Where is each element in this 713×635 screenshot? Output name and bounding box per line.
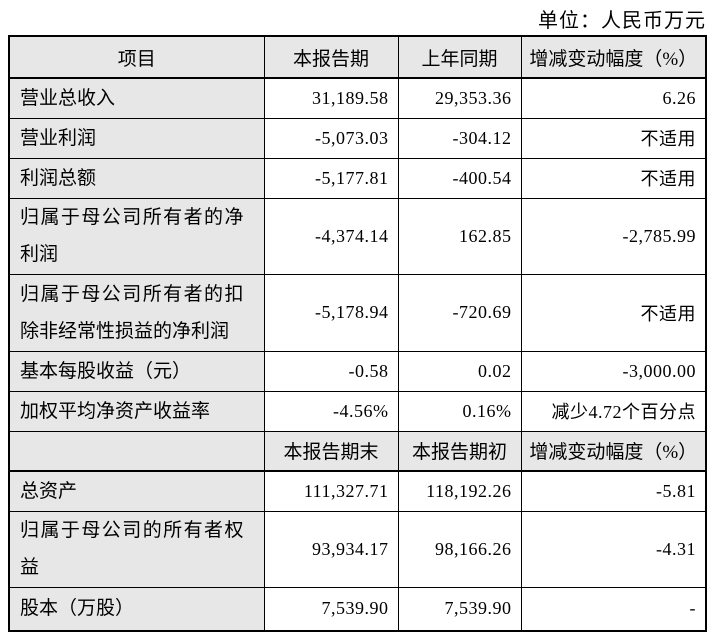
row-change: 不适用 <box>520 157 707 199</box>
header-prior-period: 上年同期 <box>397 35 522 79</box>
row-current: -4,374.14 <box>263 197 399 275</box>
table-row: 归属于母公司的所有者权益 93,934.17 98,166.26 -4.31 <box>8 510 707 588</box>
row-label: 基本每股收益（元） <box>8 350 265 392</box>
row-current: 31,189.58 <box>263 77 399 119</box>
header-item-empty <box>8 430 265 472</box>
row-label: 利润总额 <box>8 157 265 199</box>
row-prior: -400.54 <box>397 157 522 199</box>
unit-label: 单位：人民币万元 <box>538 10 706 32</box>
row-change: -3,000.00 <box>520 350 707 392</box>
row-prior: 98,166.26 <box>397 510 522 588</box>
row-change: 6.26 <box>520 77 707 119</box>
row-current: 7,539.90 <box>263 586 399 632</box>
table-row: 加权平均净资产收益率 -4.56% 0.16% 减少4.72个百分点 <box>8 390 707 432</box>
table-row: 股本（万股） 7,539.90 7,539.90 - <box>8 586 707 632</box>
table-row: 归属于母公司所有者的净利润 -4,374.14 162.85 -2,785.99 <box>8 197 707 275</box>
financial-summary-table: 项目 本报告期 上年同期 增减变动幅度（%） 营业总收入 31,189.58 2… <box>8 35 707 632</box>
row-label: 营业总收入 <box>8 77 265 119</box>
row-prior: 0.02 <box>397 350 522 392</box>
row-label: 归属于母公司所有者的扣除非经常性损益的净利润 <box>8 273 265 352</box>
row-change: 减少4.72个百分点 <box>520 390 707 432</box>
table-row: 利润总额 -5,177.81 -400.54 不适用 <box>8 157 707 199</box>
header-period-begin: 本报告期初 <box>397 430 522 472</box>
row-current: -5,178.94 <box>263 273 399 352</box>
row-prior: 118,192.26 <box>397 470 522 512</box>
row-prior: 29,353.36 <box>397 77 522 119</box>
row-change: -4.31 <box>520 510 707 588</box>
row-current: -0.58 <box>263 350 399 392</box>
row-label: 股本（万股） <box>8 586 265 632</box>
table-row: 营业总收入 31,189.58 29,353.36 6.26 <box>8 77 707 119</box>
row-change: -2,785.99 <box>520 197 707 275</box>
row-change: 不适用 <box>520 273 707 352</box>
table-row: 营业利润 -5,073.03 -304.12 不适用 <box>8 117 707 159</box>
table-row: 归属于母公司所有者的扣除非经常性损益的净利润 -5,178.94 -720.69… <box>8 273 707 352</box>
row-change: -5.81 <box>520 470 707 512</box>
row-label: 归属于母公司的所有者权益 <box>8 510 265 588</box>
row-prior: 0.16% <box>397 390 522 432</box>
row-current: 93,934.17 <box>263 510 399 588</box>
row-change: 不适用 <box>520 117 707 159</box>
table-header-period: 项目 本报告期 上年同期 增减变动幅度（%） <box>8 35 707 79</box>
header-change-pct: 增减变动幅度（%） <box>520 430 707 472</box>
table-header-balance: 本报告期末 本报告期初 增减变动幅度（%） <box>8 430 707 472</box>
row-prior: 7,539.90 <box>397 586 522 632</box>
header-period-end: 本报告期末 <box>263 430 399 472</box>
row-current: -5,177.81 <box>263 157 399 199</box>
row-label: 归属于母公司所有者的净利润 <box>8 197 265 275</box>
row-label: 总资产 <box>8 470 265 512</box>
row-label: 加权平均净资产收益率 <box>8 390 265 432</box>
row-current: -4.56% <box>263 390 399 432</box>
header-current-period: 本报告期 <box>263 35 399 79</box>
row-prior: 162.85 <box>397 197 522 275</box>
row-current: 111,327.71 <box>263 470 399 512</box>
row-prior: -720.69 <box>397 273 522 352</box>
table-row: 总资产 111,327.71 118,192.26 -5.81 <box>8 470 707 512</box>
row-current: -5,073.03 <box>263 117 399 159</box>
header-item: 项目 <box>8 35 265 79</box>
row-prior: -304.12 <box>397 117 522 159</box>
row-label: 营业利润 <box>8 117 265 159</box>
table-row: 基本每股收益（元） -0.58 0.02 -3,000.00 <box>8 350 707 392</box>
header-change-pct: 增减变动幅度（%） <box>520 35 707 79</box>
row-change: - <box>520 586 707 632</box>
